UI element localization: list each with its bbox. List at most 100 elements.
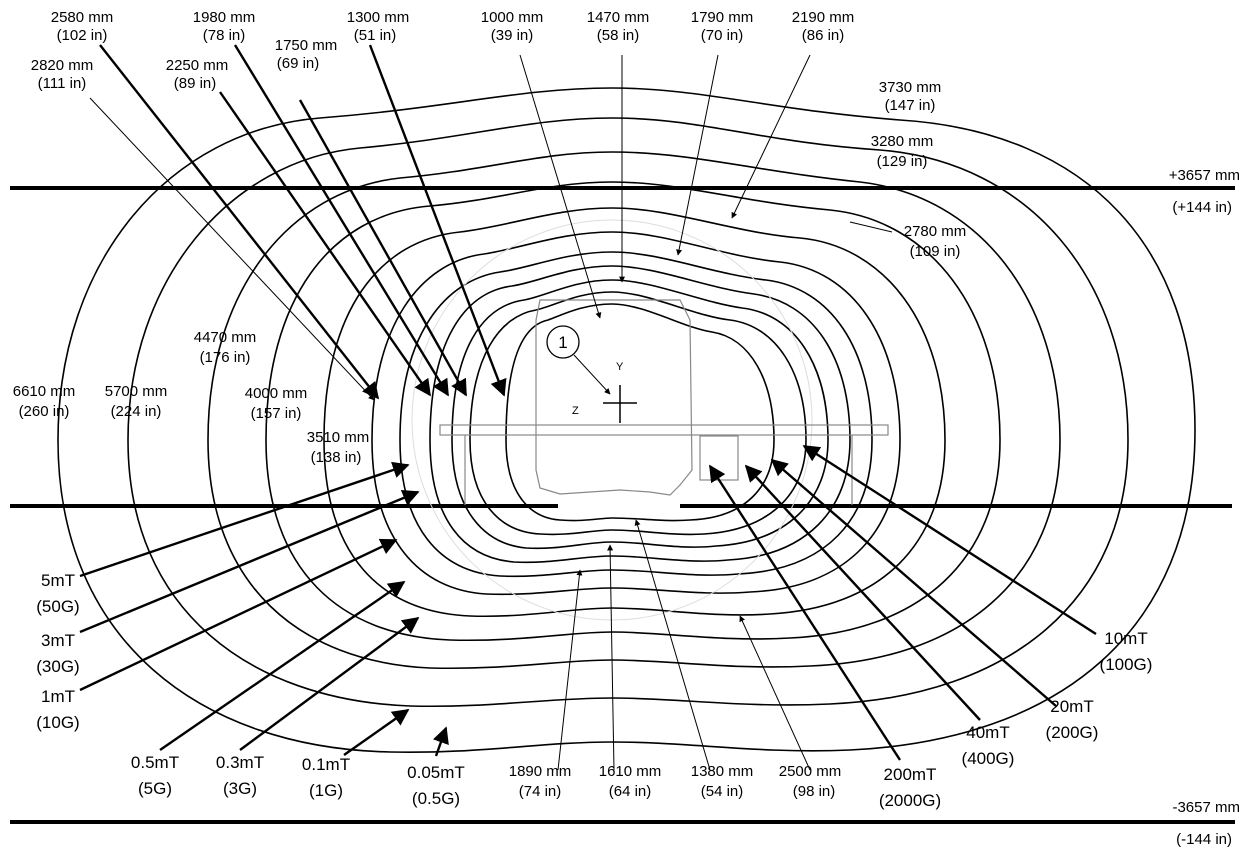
- svg-text:(102 in): (102 in): [57, 27, 108, 44]
- leader-1610: [607, 544, 615, 771]
- label-1mt: 1mT (10G): [36, 687, 79, 732]
- contour-5mt: [399, 251, 873, 578]
- leader-1750: [298, 99, 468, 397]
- svg-text:2780 mm: 2780 mm: [904, 223, 967, 240]
- svg-text:(39 in): (39 in): [491, 27, 534, 44]
- svg-text:0.3mT: 0.3mT: [216, 753, 264, 772]
- leader-200mt: [708, 464, 902, 761]
- svg-text:6610 mm: 6610 mm: [13, 383, 76, 400]
- svg-text:(129 in): (129 in): [877, 153, 928, 170]
- label-3mt: 3mT (30G): [36, 631, 79, 676]
- svg-text:4470 mm: 4470 mm: [194, 329, 257, 346]
- contour-0-05mt: [57, 87, 1196, 754]
- table-detail-box: [699, 435, 739, 481]
- label-2500: 2500 mm (98 in): [779, 763, 842, 800]
- leader-3mt: [79, 490, 420, 634]
- svg-text:(74 in): (74 in): [519, 783, 562, 800]
- svg-text:(54 in): (54 in): [701, 783, 744, 800]
- svg-text:2190 mm: 2190 mm: [792, 9, 855, 26]
- svg-text:(224 in): (224 in): [111, 403, 162, 420]
- label-20mt: 20mT (200G): [1046, 697, 1099, 742]
- leader-1000: [519, 54, 602, 319]
- svg-text:(10G): (10G): [36, 713, 79, 732]
- label-3510: 3510 mm (138 in): [307, 429, 370, 466]
- contour-200mt: [505, 303, 775, 522]
- contour-3mt: [371, 231, 901, 596]
- label-1300: 1300 mm (51 in): [347, 9, 410, 44]
- svg-text:2500 mm: 2500 mm: [779, 763, 842, 780]
- label-2780: 2780 mm (109 in): [904, 223, 967, 260]
- svg-text:10mT: 10mT: [1104, 629, 1147, 648]
- contour-1mt: [323, 207, 946, 618]
- leader-1300: [368, 44, 507, 397]
- svg-text:3510 mm: 3510 mm: [307, 429, 370, 446]
- label-4470: 4470 mm (176 in): [194, 329, 257, 366]
- callout-circle: [546, 325, 580, 359]
- leader-20mt: [770, 458, 1057, 707]
- bottom-ref-mm: -3657 mm: [1172, 799, 1240, 816]
- label-1980: 1980 mm (78 in): [193, 9, 256, 44]
- svg-text:0.5mT: 0.5mT: [131, 753, 179, 772]
- leader-0-3mt: [239, 616, 420, 751]
- svg-text:1300 mm: 1300 mm: [347, 9, 410, 26]
- svg-text:(51 in): (51 in): [354, 27, 397, 44]
- svg-text:1470 mm: 1470 mm: [587, 9, 650, 26]
- svg-text:(111 in): (111 in): [38, 75, 87, 92]
- svg-text:1mT: 1mT: [41, 687, 75, 706]
- leader-2780: [849, 221, 893, 233]
- leader-1980: [233, 44, 450, 397]
- label-2580: 2580 mm (102 in): [51, 9, 114, 44]
- svg-text:20mT: 20mT: [1050, 697, 1093, 716]
- svg-text:(147 in): (147 in): [885, 97, 936, 114]
- svg-text:5mT: 5mT: [41, 571, 75, 590]
- svg-text:1000 mm: 1000 mm: [481, 9, 544, 26]
- label-6610: 6610 mm (260 in): [13, 383, 76, 420]
- svg-text:3280 mm: 3280 mm: [871, 133, 934, 150]
- svg-text:(200G): (200G): [1046, 723, 1099, 742]
- leader-2500: [739, 615, 811, 771]
- bottom-ref-in: (-144 in): [1176, 831, 1232, 848]
- label-2250: 2250 mm (89 in): [166, 57, 229, 92]
- svg-text:(58 in): (58 in): [597, 27, 640, 44]
- svg-text:1980 mm: 1980 mm: [193, 9, 256, 26]
- svg-text:1790 mm: 1790 mm: [691, 9, 754, 26]
- svg-text:2250 mm: 2250 mm: [166, 57, 229, 74]
- svg-text:(86 in): (86 in): [802, 27, 845, 44]
- svg-text:(176 in): (176 in): [200, 349, 251, 366]
- contour-10mt: [429, 265, 851, 564]
- z-axis-label: Z: [572, 405, 579, 417]
- label-1890: 1890 mm (74 in): [509, 763, 572, 800]
- svg-text:3730 mm: 3730 mm: [879, 79, 942, 96]
- svg-text:(50G): (50G): [36, 597, 79, 616]
- top-ref-in: (+144 in): [1172, 199, 1232, 216]
- svg-text:0.1mT: 0.1mT: [302, 755, 350, 774]
- svg-text:(70 in): (70 in): [701, 27, 744, 44]
- svg-text:1890 mm: 1890 mm: [509, 763, 572, 780]
- contour-0-3mt: [207, 151, 1061, 670]
- label-200mt: 200mT (2000G): [879, 765, 941, 810]
- svg-text:(0.5G): (0.5G): [412, 789, 460, 808]
- svg-text:(30G): (30G): [36, 657, 79, 676]
- svg-text:(157 in): (157 in): [251, 405, 302, 422]
- label-1750: 1750 mm (69 in): [275, 37, 338, 72]
- callout-number: 1: [558, 333, 567, 352]
- leader-1890: [557, 569, 583, 771]
- label-1000: 1000 mm (39 in): [481, 9, 544, 44]
- leader-1790: [676, 54, 719, 256]
- label-3280: 3280 mm (129 in): [871, 133, 934, 170]
- label-5mt: 5mT (50G): [36, 571, 79, 616]
- svg-text:(5G): (5G): [138, 779, 172, 798]
- leader-5mt: [79, 461, 410, 578]
- label-1470: 1470 mm (58 in): [587, 9, 650, 44]
- svg-text:5700 mm: 5700 mm: [105, 383, 168, 400]
- callout-leader: [573, 354, 611, 395]
- svg-text:200mT: 200mT: [884, 765, 937, 784]
- top-ref-mm: +3657 mm: [1169, 167, 1240, 184]
- label-1790: 1790 mm (70 in): [691, 9, 754, 44]
- leader-0-05mt: [433, 726, 449, 757]
- label-40mt: 40mT (400G): [962, 723, 1015, 768]
- svg-text:(138 in): (138 in): [311, 449, 362, 466]
- svg-text:(400G): (400G): [962, 749, 1015, 768]
- svg-text:(64 in): (64 in): [609, 783, 652, 800]
